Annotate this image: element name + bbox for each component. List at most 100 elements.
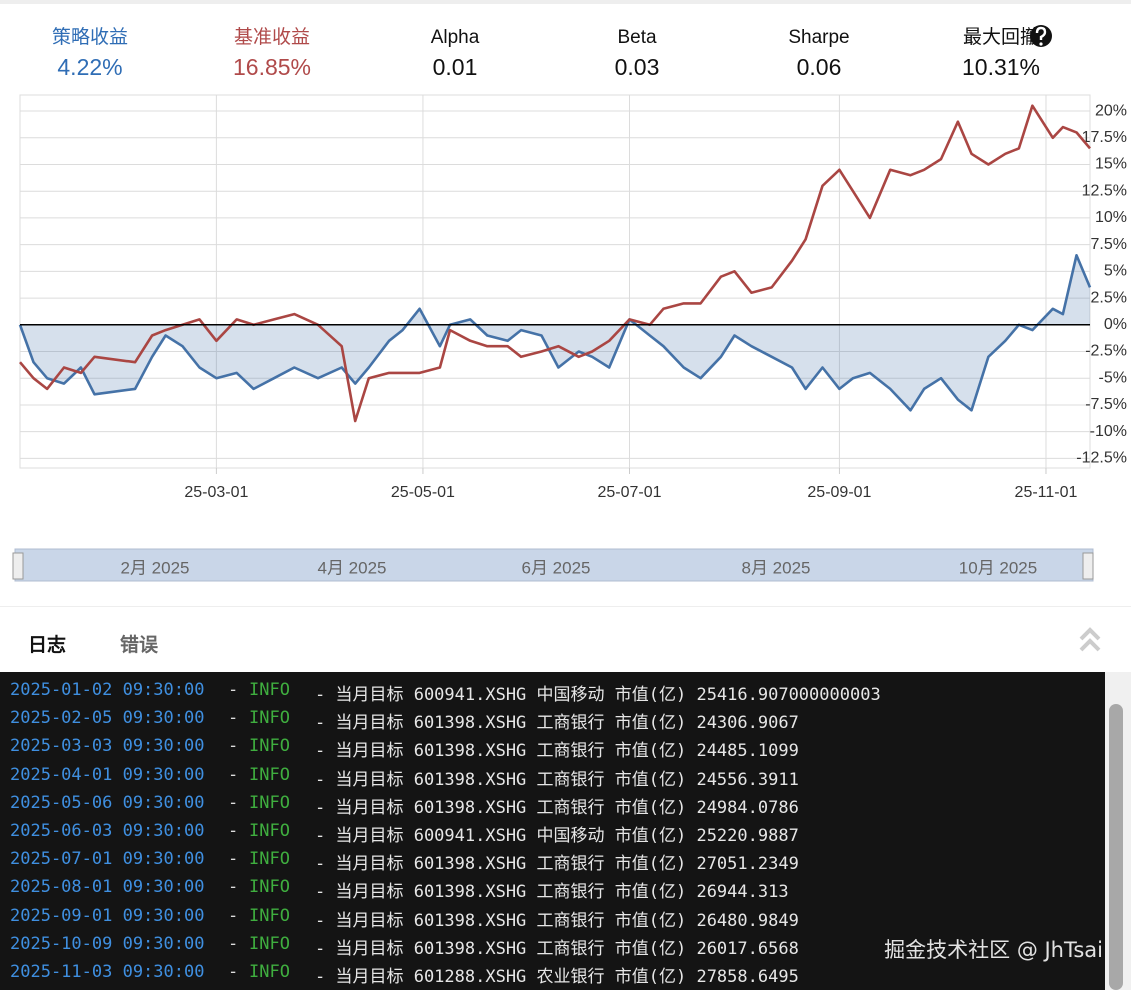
log-separator: - <box>228 736 239 757</box>
log-level: INFO <box>249 792 290 813</box>
log-message: - 当月目标 601398.XSHG 工商银行 市值(亿) 24984.0786 <box>315 797 799 818</box>
log-level: INFO <box>249 905 290 926</box>
log-level: INFO <box>249 708 290 729</box>
navigator-handle[interactable] <box>1082 552 1094 580</box>
help-dot <box>1039 42 1043 46</box>
stat-label: 策略收益 <box>52 26 128 48</box>
log-level: INFO <box>249 849 290 870</box>
y-tick-label: 15% <box>1095 156 1127 173</box>
stat-value: 0.06 <box>797 54 842 80</box>
stat-label: 最大回撤 <box>963 26 1039 48</box>
y-tick-label: 0% <box>1104 316 1127 333</box>
help-icon[interactable] <box>1030 25 1052 47</box>
log-level: INFO <box>249 736 290 757</box>
log-level: INFO <box>249 764 290 785</box>
log-time: 2025-06-03 09:30:00 <box>10 821 205 841</box>
scrollbar-thumb[interactable] <box>1109 704 1123 990</box>
series-line <box>19 104 1091 423</box>
y-tick-label: 12.5% <box>1082 182 1127 199</box>
y-tick-label: -7.5% <box>1085 396 1127 413</box>
series-area <box>20 255 1090 411</box>
y-tick-label: -10% <box>1090 423 1127 440</box>
stat-value: 4.22% <box>57 54 122 80</box>
x-tick-label: 25-07-01 <box>597 484 661 501</box>
navigator-handle[interactable] <box>12 552 24 580</box>
log-separator: - <box>228 905 239 926</box>
log-level: INFO <box>249 933 290 954</box>
log-separator: - <box>228 962 239 982</box>
log-message: - 当月目标 600941.XSHG 中国移动 市值(亿) 25416.9070… <box>315 685 881 705</box>
stat-value: 0.01 <box>433 54 478 80</box>
log-separator: - <box>228 849 239 870</box>
y-tick-label: -12.5% <box>1076 450 1127 467</box>
navigator-label: 6月 2025 <box>522 558 591 577</box>
log-message: - 当月目标 601398.XSHG 工商银行 市值(亿) 24306.9067 <box>315 713 799 734</box>
top-border <box>0 0 1131 4</box>
log-time: 2025-03-03 09:30:00 <box>10 736 205 757</box>
log-message: - 当月目标 601398.XSHG 工商银行 市值(亿) 27051.2349 <box>315 854 799 875</box>
log-time: 2025-01-02 09:30:00 <box>10 680 205 700</box>
log-time: 2025-10-09 09:30:00 <box>10 933 205 954</box>
navigator-label: 2月 2025 <box>121 558 190 577</box>
log-separator: - <box>228 792 239 813</box>
log-separator: - <box>228 877 239 898</box>
navigator[interactable] <box>14 548 1094 582</box>
x-tick-label: 25-11-01 <box>1015 484 1078 501</box>
log-time: 2025-05-06 09:30:00 <box>10 792 205 813</box>
y-tick-label: 17.5% <box>1082 129 1127 146</box>
log-panel: 2025-01-02 09:30:00- INFO - 当月目标 600941.XS… <box>0 672 1131 990</box>
log-message: - 当月目标 601398.XSHG 工商银行 市值(亿) 26017.6568 <box>315 938 799 959</box>
navigator-label: 10月 2025 <box>959 558 1037 577</box>
log-time: 2025-08-01 09:30:00 <box>10 877 205 898</box>
tab[interactable]: 错误 <box>120 635 159 656</box>
log-message: - 当月目标 601398.XSHG 工商银行 市值(亿) 24485.1099 <box>315 741 799 762</box>
log-separator: - <box>228 764 239 785</box>
navigator-label: 4月 2025 <box>318 558 387 577</box>
x-tick-label: 25-09-01 <box>807 484 871 501</box>
log-message: - 当月目标 601398.XSHG 工商银行 市值(亿) 24556.3911 <box>315 769 799 790</box>
stat-value: 10.31% <box>962 54 1040 80</box>
stat-value: 16.85% <box>233 54 311 80</box>
watermark: 掘金技术社区 @ JhTsai <box>884 938 1103 962</box>
log-level: INFO <box>249 962 290 982</box>
x-tick-label: 25-03-01 <box>184 484 248 501</box>
series-line <box>18 254 1092 412</box>
log-message: - 当月目标 600941.XSHG 中国移动 市值(亿) 25220.9887 <box>315 826 799 846</box>
stat-value: 0.03 <box>615 54 660 80</box>
log-separator: - <box>228 933 239 954</box>
log-separator: - <box>228 821 239 841</box>
log-separator: - <box>228 708 239 729</box>
collapse-icon[interactable] <box>1079 627 1101 652</box>
y-tick-label: 20% <box>1095 102 1127 119</box>
log-message: - 当月目标 601288.XSHG 农业银行 市值(亿) 27858.6495 <box>315 967 799 987</box>
log-level: INFO <box>249 821 290 841</box>
y-tick-label: -5% <box>1099 369 1127 386</box>
y-tick-label: -2.5% <box>1085 343 1127 360</box>
stat-label: Alpha <box>431 27 480 48</box>
log-time: 2025-09-01 09:30:00 <box>10 905 205 926</box>
stat-label: Sharpe <box>788 27 849 48</box>
y-tick-label: 10% <box>1095 209 1127 226</box>
log-time: 2025-02-05 09:30:00 <box>10 708 205 729</box>
y-tick-label: 5% <box>1104 263 1127 280</box>
help-mark <box>1035 26 1047 40</box>
divider <box>0 606 1131 607</box>
navigator-label: 8月 2025 <box>742 558 811 577</box>
log-message: - 当月目标 601398.XSHG 工商银行 市值(亿) 26944.313 <box>315 882 789 903</box>
log-level: INFO <box>249 877 290 898</box>
log-time: 2025-07-01 09:30:00 <box>10 849 205 870</box>
stat-label: Beta <box>617 27 657 48</box>
chart: 策略收益 4.22% 基准收益 16.85% Alpha 0.01 Beta 0.03 Shar… <box>0 0 1131 652</box>
y-tick-label: 7.5% <box>1091 236 1127 253</box>
y-tick-label: 2.5% <box>1091 289 1127 306</box>
tab[interactable]: 日志 <box>28 635 67 656</box>
log-time: 2025-04-01 09:30:00 <box>10 764 205 785</box>
x-tick-label: 25-05-01 <box>391 484 455 501</box>
log-message: - 当月目标 601398.XSHG 工商银行 市值(亿) 26480.9849 <box>315 910 799 931</box>
stat-label: 基准收益 <box>234 26 310 48</box>
log-time: 2025-11-03 09:30:00 <box>10 962 205 982</box>
log-separator: - <box>228 680 239 700</box>
log-level: INFO <box>249 680 290 700</box>
plot-area <box>19 94 1091 469</box>
